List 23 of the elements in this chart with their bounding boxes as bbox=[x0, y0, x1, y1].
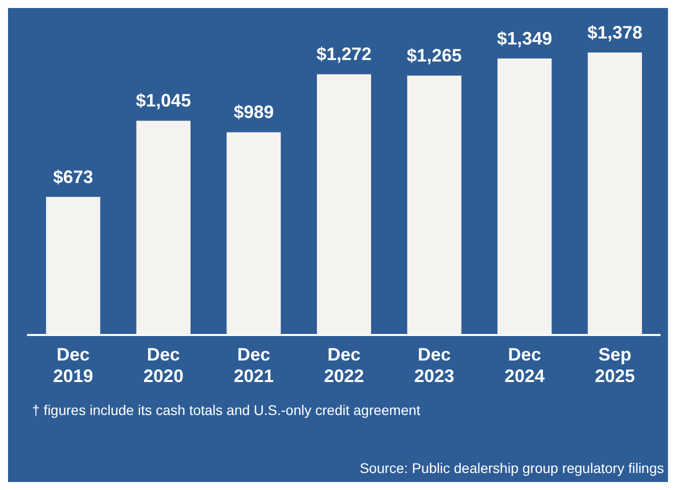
data-label: $1,045 bbox=[136, 90, 191, 111]
data-label: $1,378 bbox=[587, 22, 642, 42]
x-tick-label: Dec 2021 bbox=[234, 344, 274, 386]
data-label: $989 bbox=[234, 102, 274, 122]
data-label: $1,265 bbox=[406, 46, 462, 66]
bar bbox=[136, 120, 191, 335]
x-tick-label: Dec 2019 bbox=[53, 344, 94, 386]
x-tick-label: Sep 2025 bbox=[594, 344, 635, 386]
bar bbox=[226, 132, 281, 335]
bar bbox=[46, 196, 100, 335]
x-tick-label: Dec 2023 bbox=[414, 344, 454, 386]
text: † figures include its cash totals and U.S.-only credit agreement bbox=[32, 402, 420, 418]
x-tick-label: Dec 2022 bbox=[324, 344, 364, 386]
data-label: $1,272 bbox=[316, 44, 372, 64]
bar bbox=[407, 76, 462, 335]
source-note: Source: Public dealership group regulatory filings bbox=[360, 460, 664, 476]
x-tick-label: Dec 2020 bbox=[143, 344, 184, 386]
data-label: $673 bbox=[53, 166, 94, 187]
bar bbox=[588, 52, 642, 335]
bar bbox=[316, 74, 372, 335]
data-label: $1,349 bbox=[497, 28, 552, 48]
x-tick-label: Dec 2024 bbox=[504, 344, 545, 386]
bar bbox=[497, 58, 552, 335]
